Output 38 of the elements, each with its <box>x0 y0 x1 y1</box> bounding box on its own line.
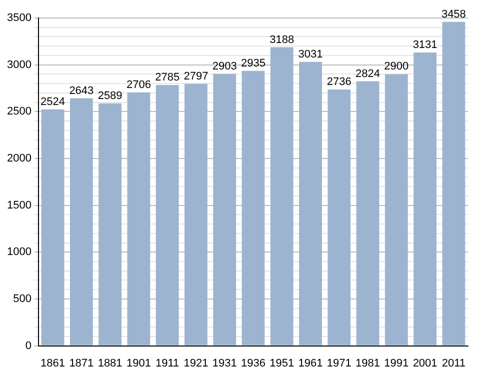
data-label: 2900 <box>384 60 409 73</box>
x-tick-label: 1991 <box>384 357 409 370</box>
data-label: 2903 <box>212 60 237 72</box>
x-tick-label: 1901 <box>126 357 151 370</box>
data-label: 2824 <box>356 68 380 80</box>
data-label: 3031 <box>298 48 323 60</box>
data-label: 2797 <box>184 70 208 82</box>
y-tick-label: 1500 <box>6 199 32 212</box>
data-label: 2643 <box>69 84 94 97</box>
x-tick-label: 2011 <box>442 357 466 370</box>
x-tick-label: 1911 <box>156 357 180 370</box>
y-tick-label: 500 <box>13 293 32 306</box>
x-tick-label: 1931 <box>212 357 237 370</box>
data-label: 2935 <box>240 57 266 70</box>
x-tick-label: 1961 <box>298 357 323 370</box>
x-tick-label: 1951 <box>270 357 294 370</box>
data-label: 3131 <box>412 39 438 52</box>
x-tick-label: 1971 <box>326 357 352 370</box>
x-tick-label: 1881 <box>98 357 122 370</box>
y-tick-label: 0 <box>25 340 32 352</box>
data-label: 3458 <box>441 8 466 20</box>
x-tick-label: 1936 <box>240 357 266 370</box>
data-label: 2589 <box>98 90 122 102</box>
x-tick-label: 1861 <box>40 357 66 370</box>
x-tick-label: 2001 <box>412 357 438 370</box>
data-label: 2736 <box>326 76 352 88</box>
y-tick-label: 2500 <box>6 106 32 118</box>
x-tick-label: 1921 <box>184 357 208 370</box>
data-label: 2524 <box>40 96 66 108</box>
y-tick-label: 2000 <box>6 152 32 165</box>
x-tick-label: 1981 <box>356 357 380 370</box>
x-tick-label: 1871 <box>69 357 94 370</box>
y-tick-label: 3500 <box>6 12 32 24</box>
data-label: 2785 <box>155 71 180 84</box>
y-tick-label: 3000 <box>6 58 32 71</box>
y-tick-label: 1000 <box>6 246 32 258</box>
data-label: 3188 <box>270 34 294 46</box>
data-label: 2706 <box>126 78 151 91</box>
